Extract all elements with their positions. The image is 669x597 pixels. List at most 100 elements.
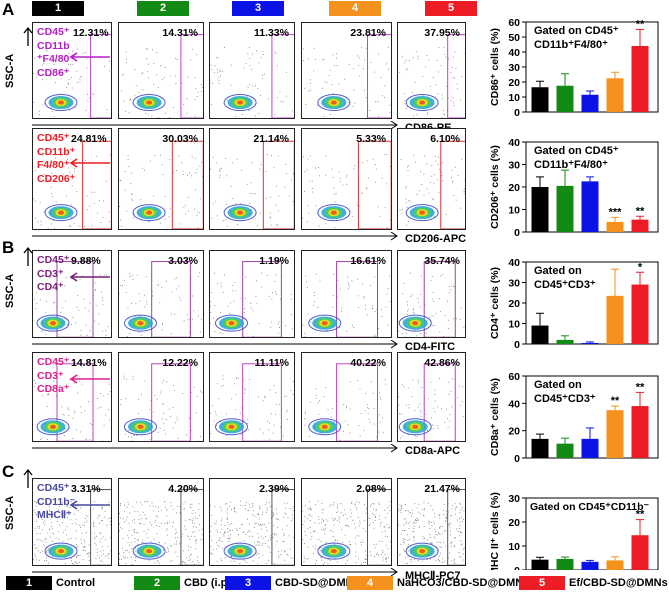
event-dot bbox=[195, 539, 197, 541]
event-dot bbox=[125, 62, 127, 64]
event-dot bbox=[131, 302, 133, 304]
event-dot bbox=[309, 519, 311, 521]
event-dot bbox=[338, 518, 340, 520]
event-dot bbox=[438, 168, 440, 170]
event-dot bbox=[34, 170, 36, 172]
event-dot bbox=[453, 194, 455, 196]
event-dot bbox=[43, 522, 45, 524]
event-dot bbox=[284, 559, 286, 561]
event-dot bbox=[60, 513, 62, 515]
event-dot bbox=[407, 534, 408, 536]
event-dot bbox=[226, 503, 228, 505]
event-dot bbox=[307, 528, 309, 530]
event-dot bbox=[260, 57, 262, 59]
event-dot bbox=[103, 395, 105, 397]
event-dot bbox=[188, 536, 190, 538]
event-dot bbox=[373, 514, 375, 516]
event-dot bbox=[347, 282, 349, 284]
event-dot bbox=[415, 519, 417, 520]
event-dot bbox=[93, 94, 95, 96]
event-dot bbox=[362, 283, 363, 285]
event-dot bbox=[317, 500, 319, 502]
event-dot bbox=[459, 502, 461, 504]
significance-mark: ** bbox=[636, 381, 645, 393]
event-dot bbox=[259, 506, 260, 507]
event-dot bbox=[325, 174, 327, 176]
event-dot bbox=[126, 336, 128, 337]
event-dot bbox=[265, 563, 267, 564]
event-dot bbox=[387, 547, 389, 549]
event-dot bbox=[152, 295, 154, 297]
event-dot bbox=[372, 513, 374, 515]
event-dot bbox=[405, 332, 407, 334]
event-dot bbox=[303, 521, 305, 523]
x-axis-label-cd8: CD8a-APC bbox=[405, 445, 461, 457]
event-dot bbox=[366, 160, 368, 162]
event-dot bbox=[126, 378, 127, 380]
event-dot bbox=[120, 285, 121, 286]
event-dot bbox=[120, 180, 122, 181]
event-dot bbox=[84, 546, 86, 548]
event-dot bbox=[270, 517, 272, 519]
event-dot bbox=[438, 298, 440, 300]
event-dot bbox=[453, 105, 455, 107]
event-dot bbox=[344, 534, 346, 536]
event-dot bbox=[370, 506, 372, 507]
event-dot bbox=[439, 552, 441, 554]
event-dot bbox=[342, 184, 344, 186]
event-dot bbox=[292, 517, 294, 519]
event-dot bbox=[71, 523, 73, 525]
density-contour bbox=[317, 204, 351, 222]
event-dot bbox=[384, 526, 386, 528]
event-dot bbox=[446, 510, 447, 512]
event-dot bbox=[369, 284, 371, 286]
event-dot bbox=[253, 526, 255, 528]
event-dot bbox=[184, 525, 186, 527]
event-dot bbox=[235, 394, 237, 395]
event-dot bbox=[367, 177, 369, 179]
event-dot bbox=[189, 558, 191, 560]
event-dot bbox=[103, 424, 105, 426]
event-dot bbox=[320, 540, 322, 542]
event-dot bbox=[125, 556, 126, 558]
event-dot bbox=[313, 295, 315, 297]
event-dot bbox=[334, 540, 336, 542]
event-dot bbox=[460, 307, 462, 309]
event-dot bbox=[86, 335, 88, 336]
event-dot bbox=[323, 396, 325, 398]
event-dot bbox=[261, 545, 263, 547]
event-dot bbox=[83, 298, 85, 300]
event-dot bbox=[43, 211, 45, 213]
event-dot bbox=[134, 434, 135, 436]
event-dot bbox=[448, 286, 450, 287]
event-dot bbox=[102, 304, 104, 306]
event-dot bbox=[210, 312, 212, 313]
event-dot bbox=[147, 71, 149, 73]
event-dot bbox=[35, 513, 37, 515]
event-dot bbox=[230, 64, 232, 66]
density-contour bbox=[132, 94, 166, 112]
event-dot bbox=[247, 518, 249, 520]
event-dot bbox=[452, 181, 454, 183]
event-dot bbox=[430, 181, 431, 183]
event-dot bbox=[167, 548, 169, 550]
event-dot bbox=[303, 543, 305, 545]
event-dot bbox=[53, 116, 55, 118]
event-dot bbox=[252, 535, 254, 537]
flow-plot-cd8-1: 14.81% bbox=[32, 352, 112, 442]
event-dot bbox=[463, 190, 465, 192]
event-dot bbox=[315, 205, 317, 207]
event-dot bbox=[343, 515, 345, 517]
event-dot bbox=[278, 403, 280, 405]
event-dot bbox=[405, 202, 407, 204]
event-dot bbox=[266, 507, 268, 509]
event-dot bbox=[194, 536, 196, 538]
gate-percent: 14.81% bbox=[71, 357, 107, 369]
event-dot bbox=[136, 501, 138, 503]
event-dot bbox=[79, 554, 81, 556]
y-tick-label: 60 bbox=[508, 371, 520, 383]
event-dot bbox=[434, 336, 436, 337]
event-dot bbox=[47, 565, 48, 566]
event-dot bbox=[64, 54, 66, 56]
event-dot bbox=[122, 518, 124, 519]
